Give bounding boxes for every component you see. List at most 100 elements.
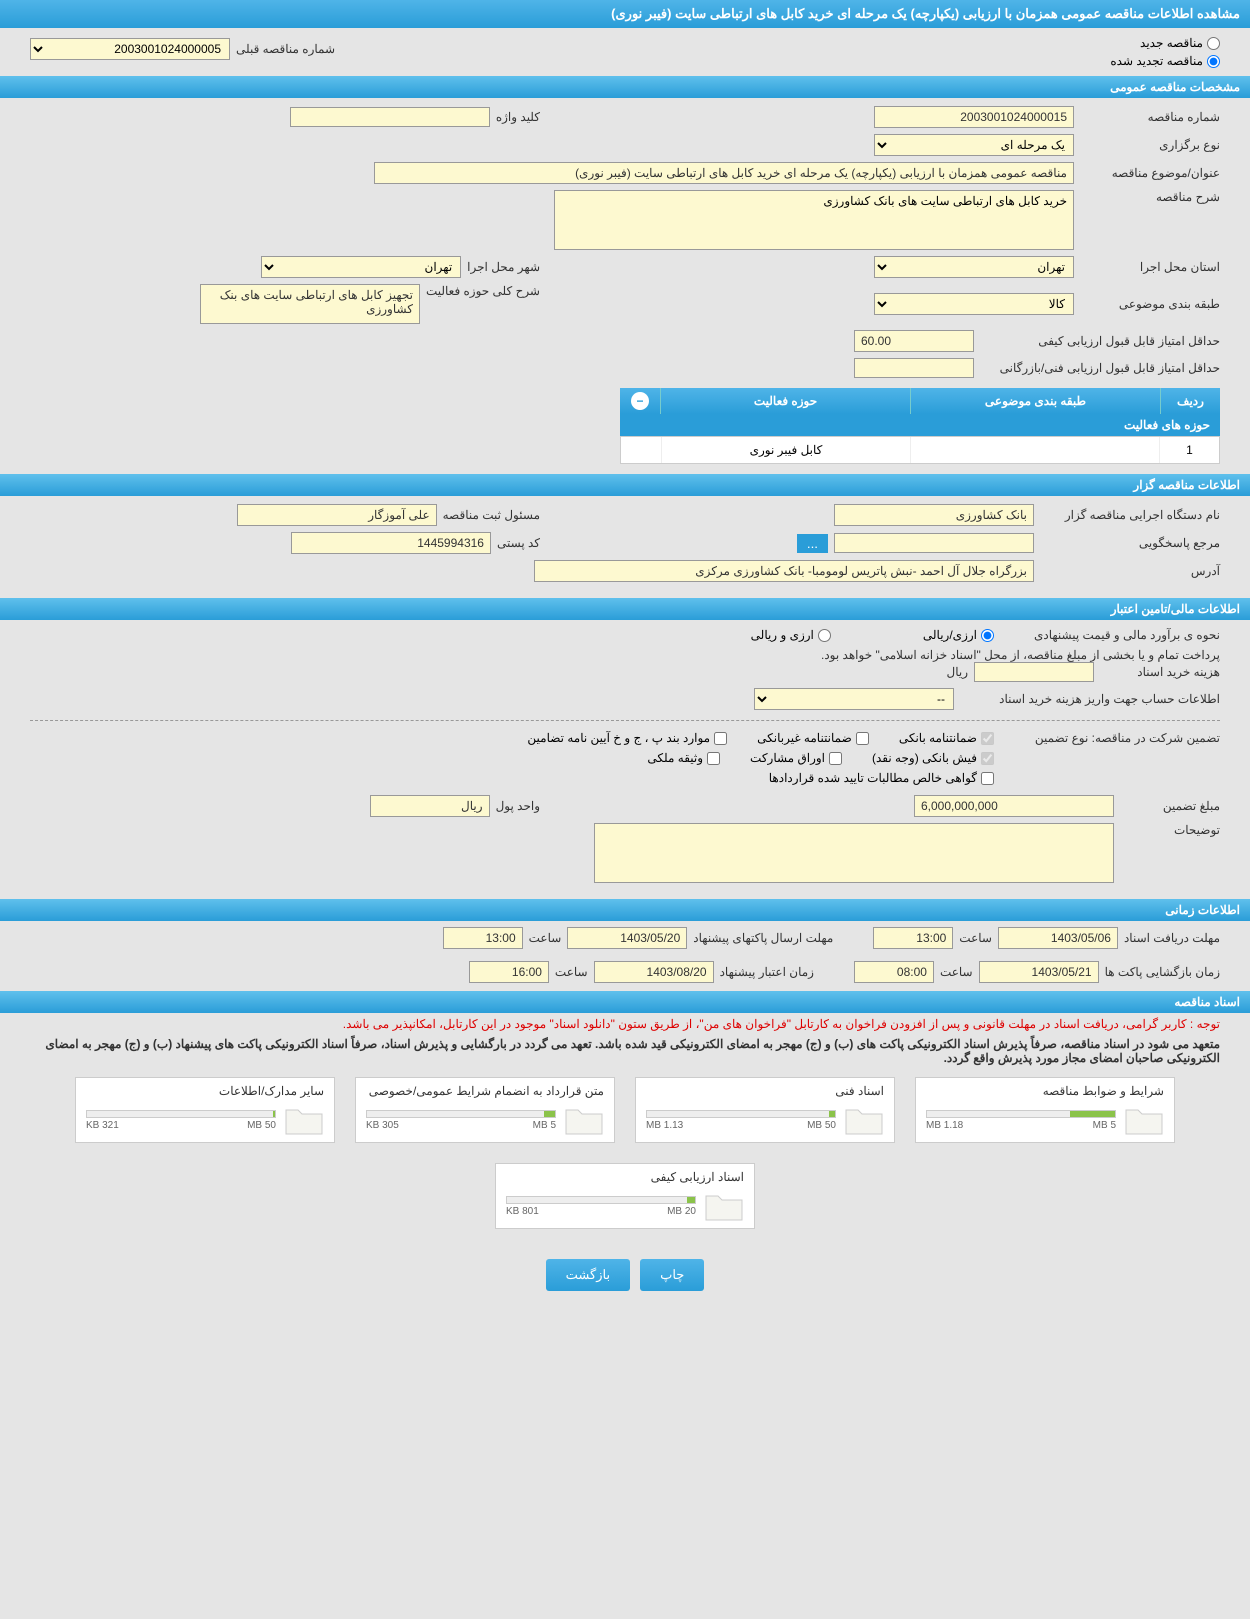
keyword-label: کلید واژه <box>496 110 540 124</box>
radio-currency[interactable]: ارزی و ریالی <box>751 628 831 642</box>
scope-label: شرح کلی حوزه فعالیت <box>426 284 540 298</box>
type-label: نوع برگزاری <box>1080 138 1220 152</box>
postal-label: کد پستی <box>497 536 540 550</box>
send-date: 1403/05/20 <box>567 927 687 949</box>
doc-title: سایر مدارک/اطلاعات <box>86 1084 324 1098</box>
radio-new-tender[interactable]: مناقصه جدید <box>1140 36 1220 50</box>
desc-label: شرح مناقصه <box>1080 190 1220 204</box>
responsible-field: علی آموزگار <box>237 504 437 526</box>
min-tech-label: حداقل امتیاز قابل قبول ارزیابی فنی/بازرگ… <box>980 361 1220 375</box>
ref-label: مرجع پاسخگویی <box>1040 536 1220 550</box>
account-label: اطلاعات حساب جهت واریز هزینه خرید اسناد <box>960 692 1220 706</box>
docs-notice-1: توجه : کاربر گرامی، دریافت اسناد در مهلت… <box>0 1013 1250 1035</box>
notes-label: توضیحات <box>1120 823 1220 837</box>
prev-number-label: شماره مناقصه قبلی <box>236 42 335 56</box>
province-select[interactable]: تهران <box>874 256 1074 278</box>
province-label: استان محل اجرا <box>1080 260 1220 274</box>
desc-field: خرید کابل های ارتباطی سایت های بانک کشاو… <box>554 190 1074 250</box>
receive-time: 13:00 <box>873 927 953 949</box>
section-general: مشخصات مناقصه عمومی <box>0 76 1250 98</box>
doc-total: 50 MB <box>247 1120 276 1131</box>
guarantee-label: تضمین شرکت در مناقصه: نوع تضمین <box>1020 731 1220 745</box>
doc-card-quality[interactable]: اسناد ارزیابی کیفی 20 MB801 KB <box>495 1163 755 1229</box>
doc-card-other[interactable]: سایر مدارک/اطلاعات 50 MB 321 KB <box>75 1077 335 1143</box>
g4-check[interactable]: فیش بانکی (وجه نقد) <box>872 751 994 765</box>
doc-cost-unit: ریال <box>946 665 968 679</box>
responsible-label: مسئول ثبت مناقصه <box>443 508 540 522</box>
postal-field: 1445994316 <box>291 532 491 554</box>
valid-label: زمان اعتبار پیشنهاد <box>720 965 814 979</box>
doc-used: 1.18 MB <box>926 1120 963 1131</box>
section-time: اطلاعات زمانی <box>0 899 1250 921</box>
table-row: 1 کابل فیبر نوری <box>620 436 1220 464</box>
radio-renewed-label: مناقصه تجدید شده <box>1110 54 1203 68</box>
th-category: طبقه بندی موضوعی <box>910 388 1160 414</box>
doc-total: 5 MB <box>1093 1120 1116 1131</box>
g5-check[interactable]: اوراق مشارکت <box>750 751 842 765</box>
receive-time-label: ساعت <box>959 931 992 945</box>
section-holder: اطلاعات مناقصه گزار <box>0 474 1250 496</box>
back-button[interactable]: بازگشت <box>546 1259 630 1291</box>
category-select[interactable]: کالا <box>874 293 1074 315</box>
org-label: نام دستگاه اجرایی مناقصه گزار <box>1040 508 1220 522</box>
min-tech-field <box>854 358 974 378</box>
radio-rial[interactable]: ارزی/ریالی <box>923 628 994 642</box>
doc-title: متن قرارداد به انضمام شرایط عمومی/خصوصی <box>366 1084 604 1098</box>
doc-card-contract[interactable]: متن قرارداد به انضمام شرایط عمومی/خصوصی … <box>355 1077 615 1143</box>
doc-card-technical[interactable]: اسناد فنی 50 MB1.13 MB <box>635 1077 895 1143</box>
address-field: بزرگراه جلال آل احمد -نبش پاتریس لومومبا… <box>534 560 1034 582</box>
unit-field: ریال <box>370 795 490 817</box>
doc-total: 50 MB <box>807 1120 836 1131</box>
amount-field: 6,000,000,000 <box>914 795 1114 817</box>
folder-icon <box>284 1104 324 1136</box>
scope-field: تجهیز کابل های ارتباطی سایت های بنک کشاو… <box>200 284 420 324</box>
send-time: 13:00 <box>443 927 523 949</box>
doc-cost-label: هزینه خرید اسناد <box>1100 665 1220 679</box>
g6-check[interactable]: وثیقه ملکی <box>647 751 720 765</box>
valid-date: 1403/08/20 <box>594 961 714 983</box>
g7-check[interactable]: گواهی خالص مطالبات تایید شده قراردادها <box>769 771 994 785</box>
doc-used: 305 KB <box>366 1120 399 1131</box>
account-select[interactable]: -- <box>754 688 954 710</box>
payment-note: پرداخت تمام و یا بخشی از مبلغ مناقصه، از… <box>30 648 1220 662</box>
notes-field <box>594 823 1114 883</box>
g2-check[interactable]: ضمانتنامه غیربانکی <box>757 731 869 745</box>
folder-icon <box>1124 1104 1164 1136</box>
send-label: مهلت ارسال پاکتهای پیشنهاد <box>693 931 833 945</box>
doc-title: اسناد فنی <box>646 1084 884 1098</box>
g1-check[interactable]: ضمانتنامه بانکی <box>899 731 994 745</box>
print-button[interactable]: چاپ <box>640 1259 704 1291</box>
doc-card-terms[interactable]: شرایط و ضوابط مناقصه 5 MB1.18 MB <box>915 1077 1175 1143</box>
radio-new-label: مناقصه جدید <box>1140 36 1203 50</box>
radio-renewed-tender[interactable]: مناقصه تجدید شده <box>1110 54 1220 68</box>
doc-used: 321 KB <box>86 1120 119 1131</box>
min-score-field: 60.00 <box>854 330 974 352</box>
th-row: ردیف <box>1160 388 1220 414</box>
number-label: شماره مناقصه <box>1080 110 1220 124</box>
doc-used: 801 KB <box>506 1206 539 1217</box>
folder-icon <box>564 1104 604 1136</box>
open-label: زمان بازگشایی پاکت ها <box>1105 965 1220 979</box>
section-finance: اطلاعات مالی/تامین اعتبار <box>0 598 1250 620</box>
docs-notice-2: متعهد می شود در اسناد مناقصه، صرفاً پذیر… <box>0 1035 1250 1067</box>
ref-lookup-button[interactable]: ... <box>797 534 828 553</box>
ref-field <box>834 533 1034 553</box>
number-field: 2003001024000015 <box>874 106 1074 128</box>
type-select[interactable]: یک مرحله ای <box>874 134 1074 156</box>
page-title: مشاهده اطلاعات مناقصه عمومی همزمان با ار… <box>0 0 1250 28</box>
row-scope: کابل فیبر نوری <box>661 437 910 463</box>
row-category <box>910 437 1159 463</box>
amount-label: مبلغ تضمین <box>1120 799 1220 813</box>
doc-cost-field <box>974 662 1094 682</box>
table-collapse-button[interactable]: − <box>620 388 660 414</box>
section-docs: اسناد مناقصه <box>0 991 1250 1013</box>
open-date: 1403/05/21 <box>979 961 1099 983</box>
doc-total: 20 MB <box>667 1206 696 1217</box>
org-field: بانک کشاورزی <box>834 504 1034 526</box>
minus-icon: − <box>631 392 649 410</box>
receive-label: مهلت دریافت اسناد <box>1124 931 1220 945</box>
city-select[interactable]: تهران <box>261 256 461 278</box>
prev-number-select[interactable]: 2003001024000005 <box>30 38 230 60</box>
city-label: شهر محل اجرا <box>467 260 540 274</box>
g3-check[interactable]: موارد بند پ ، ج و خ آیین نامه تضامین <box>527 731 727 745</box>
